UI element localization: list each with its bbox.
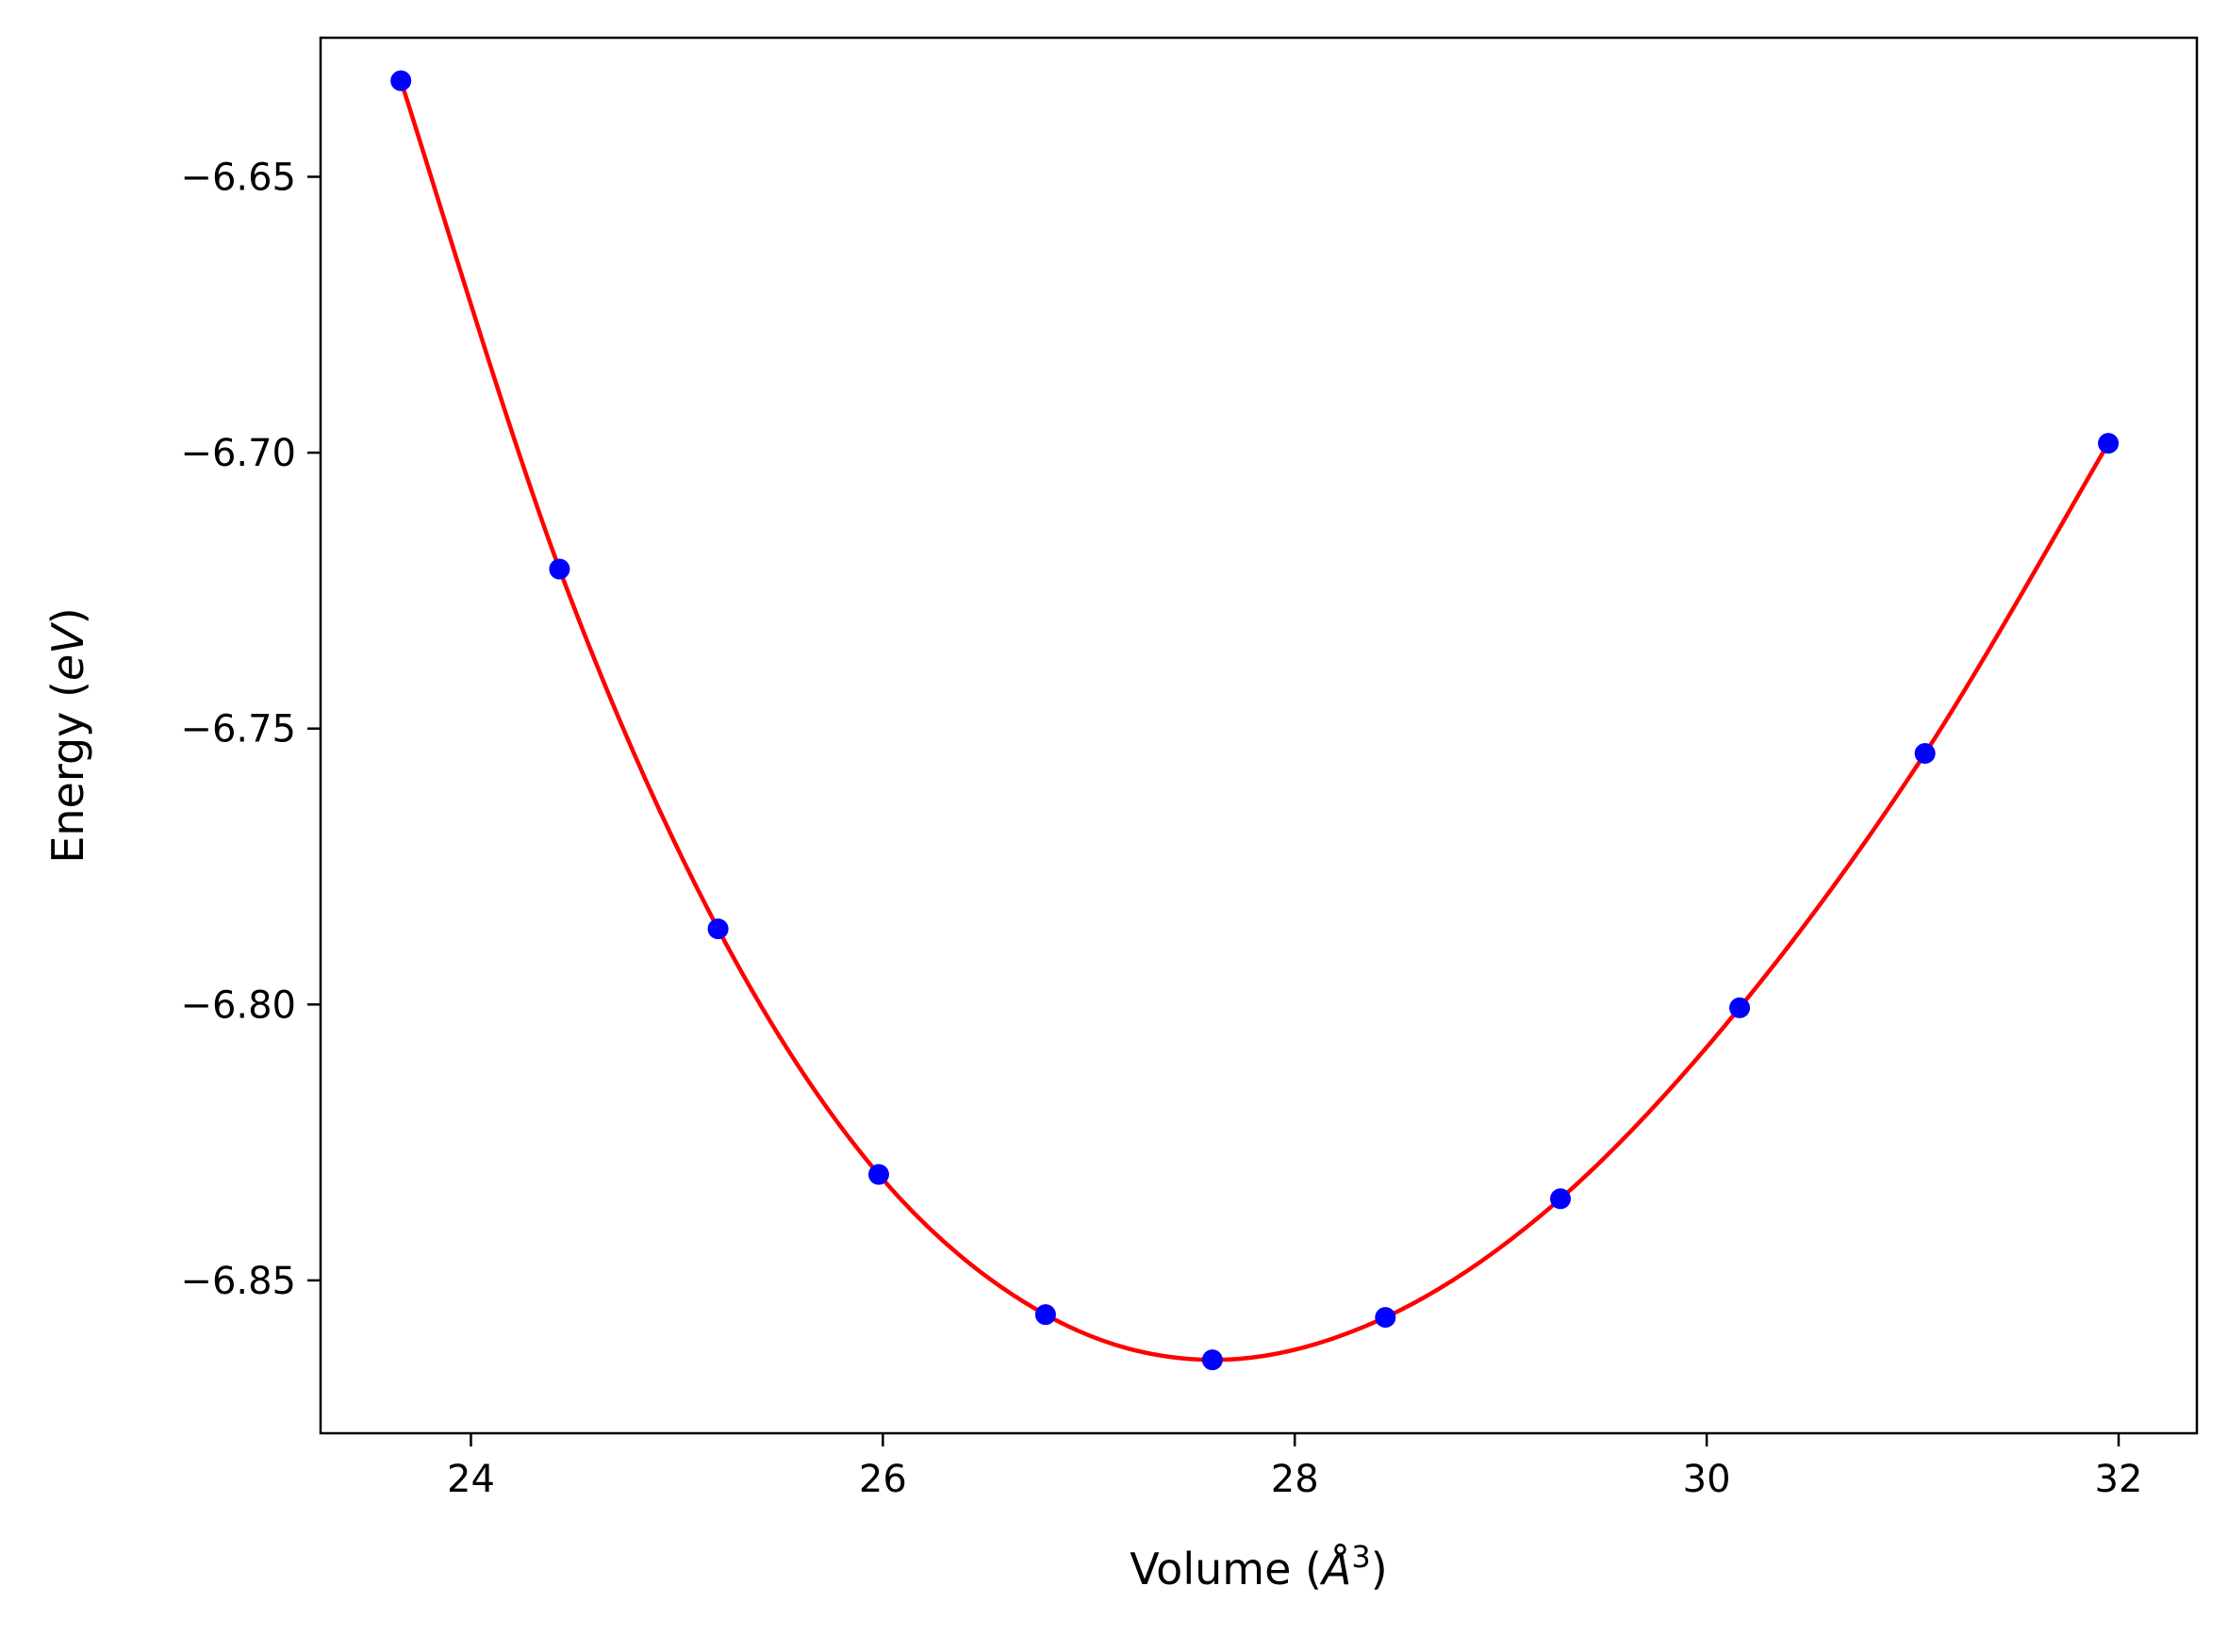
x-axis-label-prefix: Volume (	[1130, 1544, 1322, 1594]
fit-curve	[399, 79, 2111, 1363]
y-ticks: −6.65 −6.70 −6.75 −6.80 −6.85	[180, 156, 321, 1303]
fit-curve-layer	[399, 79, 2111, 1363]
data-point	[1375, 1307, 1396, 1329]
x-axis-label-unit: Å	[1319, 1544, 1351, 1594]
y-tick-label: −6.65	[180, 156, 296, 199]
y-axis-label-unit: eV	[42, 621, 93, 681]
y-axis-label-suffix: )	[42, 607, 93, 624]
x-ticks: 24 26 28 30 32	[447, 1433, 2142, 1501]
data-point	[1034, 1304, 1056, 1326]
data-points-layer	[390, 70, 2120, 1371]
data-point	[1729, 997, 1751, 1018]
data-point	[1550, 1188, 1572, 1210]
x-tick-label: 32	[2095, 1458, 2143, 1501]
y-axis-label: Energy (eV)	[42, 607, 93, 863]
y-axis-label-prefix: Energy (	[42, 681, 93, 864]
x-tick-label: 28	[1271, 1458, 1319, 1501]
x-tick-label: 24	[447, 1458, 495, 1501]
data-point	[1914, 743, 1936, 765]
axes-frame	[319, 36, 2199, 1435]
data-point	[2098, 433, 2120, 454]
y-tick-label: −6.70	[180, 432, 296, 475]
y-tick-label: −6.75	[180, 708, 296, 752]
x-tick-label: 26	[859, 1458, 907, 1501]
data-point	[1201, 1349, 1223, 1371]
data-point	[867, 1164, 889, 1185]
x-tick-label: 30	[1683, 1458, 1731, 1501]
data-point	[707, 918, 729, 940]
y-tick-label: −6.80	[180, 983, 296, 1027]
data-point	[549, 558, 570, 580]
x-axis-label-suffix: )	[1371, 1544, 1388, 1594]
x-axis-label-exponent: 3	[1351, 1539, 1370, 1575]
x-axis-label: Volume (Å3)	[1130, 1539, 1387, 1594]
data-point	[390, 70, 412, 91]
y-tick-label: −6.85	[180, 1260, 296, 1303]
